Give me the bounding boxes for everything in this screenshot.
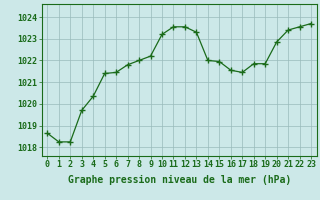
- X-axis label: Graphe pression niveau de la mer (hPa): Graphe pression niveau de la mer (hPa): [68, 175, 291, 185]
